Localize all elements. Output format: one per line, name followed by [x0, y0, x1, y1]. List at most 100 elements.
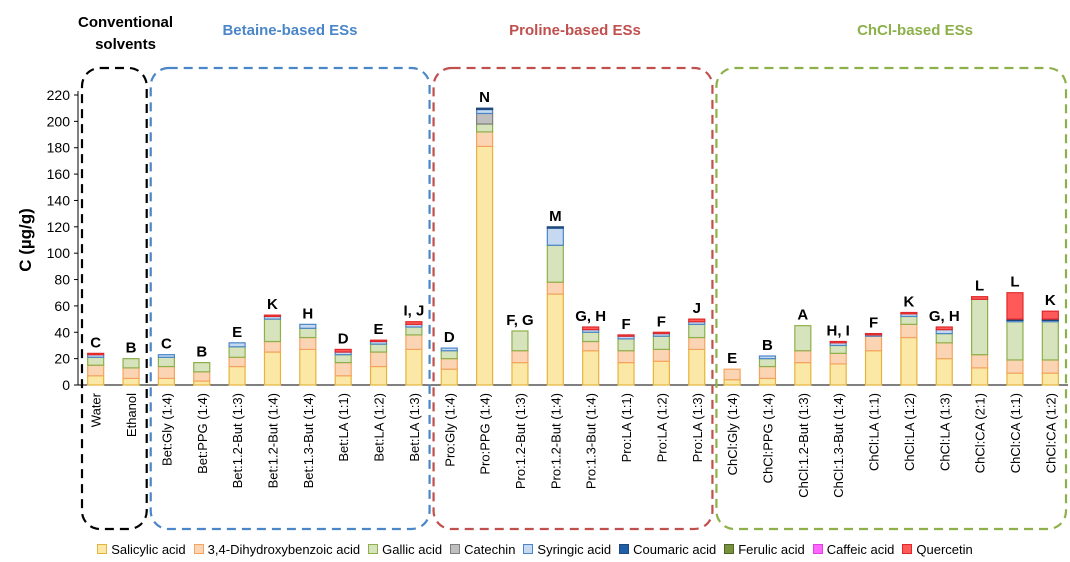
x-tick-label: ChCl:LA (1:3)	[937, 393, 952, 471]
bar-segment	[864, 335, 883, 352]
legend-item-catechin: Catechin	[450, 542, 515, 557]
x-tick-label: Pro:Gly (1:4)	[442, 393, 457, 467]
bar-segment	[546, 293, 564, 386]
bar-segment	[617, 350, 635, 364]
bar-segment	[334, 361, 352, 377]
bar-segment	[582, 350, 600, 386]
significance-letter: F	[869, 315, 878, 332]
bar-segment	[794, 325, 812, 352]
x-tick-label: Bet:1.2-But (1:4)	[265, 393, 280, 488]
bar-segment	[688, 318, 706, 323]
bar-segment	[369, 343, 388, 353]
y-tick-label: 80	[54, 272, 70, 288]
x-tick-label: ChCl:CA (1:2)	[1043, 393, 1058, 473]
bar-segment	[405, 334, 423, 351]
bar-segment	[157, 365, 175, 380]
x-tick-label: Pro:1.2-But (1:4)	[548, 393, 563, 489]
legend-item-salicylic-acid: Salicylic acid	[97, 541, 186, 557]
group-title-proline: Proline-based ESs	[509, 22, 641, 39]
bar-segment	[476, 123, 494, 133]
significance-letter: C	[161, 336, 172, 353]
y-tick-label: 160	[47, 166, 71, 182]
bar-segment	[935, 332, 953, 344]
bar-segment	[405, 321, 423, 325]
group-title-chcl: ChCl-based ESs	[857, 22, 973, 39]
bar-segment	[228, 356, 246, 368]
significance-letter: C	[90, 334, 101, 351]
legend-swatch	[812, 544, 823, 554]
bar-segment	[546, 227, 564, 246]
bar-segment	[582, 331, 600, 343]
y-tick-label: 200	[47, 113, 71, 129]
bar-segment	[228, 342, 246, 348]
bar-segment	[971, 367, 989, 386]
significance-letter: E	[727, 350, 737, 367]
legend-label: Salicylic acid	[111, 541, 186, 557]
significance-letter: E	[232, 324, 242, 341]
bar-segment	[122, 358, 140, 369]
bar-segment	[971, 296, 989, 300]
x-tick-label: ChCl:CA (1:1)	[1008, 393, 1023, 473]
legend-label: Gallic acid	[382, 541, 443, 557]
legend-item-quercetin: Quercetin	[902, 542, 973, 557]
legend-swatch	[368, 544, 379, 554]
x-tick-label: Bet:PPG (1:4)	[195, 393, 210, 474]
chart-legend: Salicylic acid 3,4-Dihydroxybenzoic acid…	[0, 539, 1070, 559]
bar-segment	[334, 375, 352, 386]
bar-segment	[369, 351, 388, 368]
bar-segment	[900, 323, 918, 339]
x-tick-label: Bet:LA (1:3)	[407, 393, 422, 462]
bar-segment	[864, 332, 883, 336]
bar-segment	[405, 348, 423, 386]
bar-segment	[652, 335, 670, 351]
bar-segment	[546, 281, 564, 295]
x-tick-label: ChCl:LA (1:1)	[867, 393, 882, 471]
significance-letter: G, H	[575, 308, 606, 325]
bar-segment	[794, 361, 812, 386]
significance-letter: L	[975, 278, 984, 295]
significance-letter: G, H	[929, 308, 960, 325]
group-title-betaine: Betaine-based ESs	[222, 22, 358, 39]
x-tick-label: Pro:1.3-But (1:4)	[584, 393, 599, 489]
bar-segment	[440, 358, 458, 370]
x-tick-label: Pro:PPG (1:4)	[478, 393, 493, 475]
y-tick-label: 120	[47, 219, 71, 235]
group-box-3	[715, 66, 1068, 531]
bar-segment	[1006, 321, 1024, 361]
bar-segment	[405, 326, 423, 336]
bar-segment	[688, 323, 706, 339]
group-box-0	[80, 66, 148, 531]
significance-letter: F	[657, 313, 666, 330]
bar-segment	[758, 358, 777, 368]
bar-segment	[157, 356, 175, 368]
bar-segment	[864, 350, 883, 386]
bar-segment	[1041, 321, 1059, 361]
bar-segment	[758, 377, 777, 386]
significance-letter: B	[762, 337, 773, 354]
significance-letter: N	[479, 89, 490, 106]
bar-segment	[299, 323, 317, 329]
x-tick-label: Water	[89, 392, 104, 427]
legend-item-syringic-acid: Syringic acid	[523, 542, 611, 557]
y-tick-label: 220	[47, 87, 71, 103]
legend-item-dihydroxybenzoic-acid: 3,4-Dihydroxybenzoic acid	[193, 541, 361, 557]
legend-label: 3,4-Dihydroxybenzoic acid	[207, 541, 361, 557]
bar-segment	[1041, 310, 1059, 320]
bar-segment	[1006, 359, 1024, 374]
bar-segment	[723, 379, 741, 386]
bar-segment	[617, 334, 635, 337]
bar-segment	[440, 347, 458, 352]
x-tick-label: Pro:1.2-But (1:3)	[513, 393, 528, 489]
bar-segment	[935, 358, 953, 386]
bar-segment	[369, 365, 388, 386]
x-tick-label: Pro:LA (1:1)	[619, 393, 634, 462]
bar-segment	[193, 361, 211, 373]
legend-swatch	[902, 544, 913, 554]
bar-segment	[87, 356, 105, 366]
bar-segment	[900, 336, 918, 386]
y-tick-label: 40	[54, 324, 70, 340]
y-tick-label: 60	[54, 298, 70, 314]
y-axis-label: C (µg/g)	[16, 208, 35, 272]
legend-swatch	[97, 544, 108, 554]
bar-segment	[263, 351, 282, 386]
